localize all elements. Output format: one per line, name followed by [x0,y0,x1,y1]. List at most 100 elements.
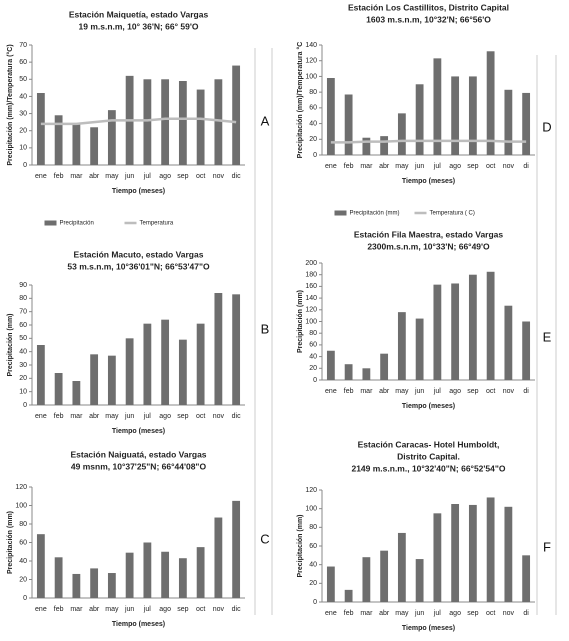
bar [125,552,134,598]
y-tick-label: 180 [305,272,317,279]
x-tick-label: nov [503,388,515,395]
x-tick-label: sep [177,173,188,180]
x-tick-label: ene [325,388,337,395]
bar [326,566,335,602]
y-tick-label: 40 [19,93,27,100]
bar [380,136,389,155]
y-tick-label: 80 [309,89,317,96]
x-tick-label: dic [232,173,241,180]
bar [36,345,45,405]
chart-title: Estación Naiguatá, estado Vargas [70,449,206,459]
bar [522,321,531,380]
bar [468,76,477,155]
bar [415,559,424,602]
x-tick-label: sep [467,163,478,170]
x-axis-label: Tiempo (meses) [112,188,165,195]
bar [143,542,152,598]
y-tick-label: 160 [305,283,317,290]
y-tick-label: 60 [19,539,27,546]
y-tick-label: 100 [15,502,27,509]
x-tick-label: ago [159,173,171,180]
y-tick-label: 120 [305,58,317,65]
bar [433,513,442,602]
y-tick-label: 140 [305,42,317,49]
y-axis-label: Precipitación (mm) [297,290,304,353]
panel-letter: F [543,539,551,554]
y-tick-label: 140 [305,295,317,302]
x-tick-label: jun [124,606,134,613]
y-tick-label: 20 [19,375,27,382]
y-tick-label: 0 [313,377,317,384]
x-tick-label: feb [344,163,354,170]
x-tick-label: may [395,163,409,170]
x-tick-label: may [105,413,119,420]
bar [161,79,170,165]
bar [433,58,442,155]
bar [90,354,99,405]
x-tick-label: mar [70,173,83,180]
x-tick-label: ene [325,610,337,617]
panel-letter: A [261,113,270,128]
bar [54,373,63,405]
x-tick-label: jul [143,606,151,613]
bar [72,381,81,405]
chart-title: Estación Maiquetía, estado Vargas [69,9,209,19]
bar [362,557,371,602]
x-tick-label: jun [124,413,134,420]
y-tick-label: 40 [309,120,317,127]
chart-title: Estación Fila Maestra, estado Vargas [354,229,504,239]
x-tick-label: mar [70,413,83,420]
y-tick-label: 40 [19,558,27,565]
bar [90,127,99,165]
x-tick-label: jun [414,163,424,170]
y-tick-label: 10 [19,389,27,396]
y-tick-label: 60 [309,342,317,349]
y-tick-label: 20 [19,128,27,135]
bar [107,110,116,165]
bar [486,497,495,602]
y-tick-label: 60 [19,59,27,66]
line [40,117,237,126]
x-tick-label: jun [414,388,424,395]
y-tick-label: 20 [19,576,27,583]
bar [196,323,205,405]
x-tick-label: sep [177,413,188,420]
y-tick-label: 200 [305,260,317,267]
bar [522,555,531,602]
bar [36,534,45,598]
bar [107,573,116,598]
chart-title: 2149 m.s.n.m., 10°32'40"N; 66°52'54"O [351,463,505,473]
y-tick-label: 0 [23,595,27,602]
x-tick-label: ene [325,163,337,170]
x-tick-label: ene [35,606,47,613]
y-tick-label: 80 [19,295,27,302]
x-tick-label: mar [360,610,373,617]
bar [326,350,335,380]
x-tick-label: sep [177,606,188,613]
x-tick-label: mar [360,163,373,170]
chart-title: Estación Macuto, estado Vargas [74,249,204,259]
y-tick-label: 60 [309,105,317,112]
x-tick-label: nov [213,173,225,180]
bar [397,113,406,155]
y-tick-label: 40 [19,349,27,356]
x-tick-label: sep [467,610,478,617]
y-tick-label: 90 [19,282,27,289]
x-tick-label: feb [344,388,354,395]
x-tick-label: oct [196,173,205,180]
bar [380,550,389,602]
x-tick-label: oct [486,610,495,617]
bar [214,79,223,165]
bar [415,84,424,155]
y-tick-label: 0 [23,162,27,169]
y-tick-label: 80 [309,330,317,337]
y-tick-label: 80 [309,524,317,531]
legend-label: Precipitación (mm) [350,211,400,217]
y-tick-label: 120 [15,484,27,491]
bar [90,568,99,598]
x-tick-label: oct [196,606,205,613]
x-tick-label: may [105,606,119,613]
x-tick-label: mar [360,388,373,395]
x-tick-label: mar [70,606,83,613]
